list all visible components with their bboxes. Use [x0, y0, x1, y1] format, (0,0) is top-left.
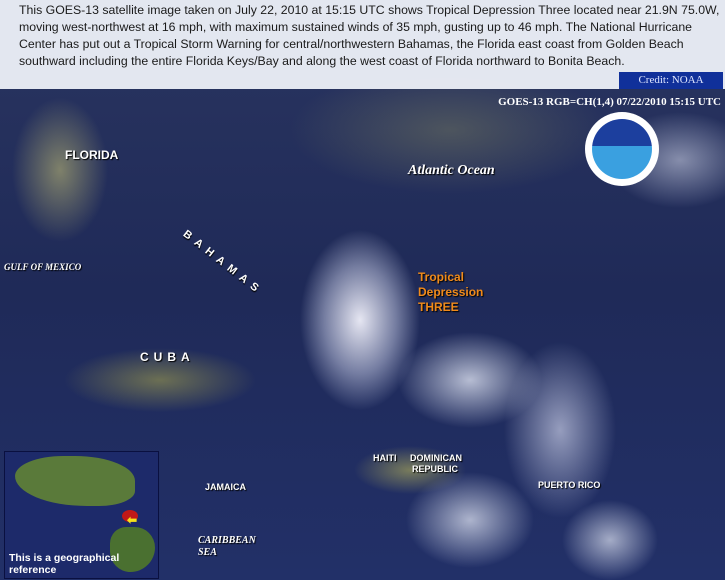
- storm-label: Tropical Depression THREE: [418, 270, 483, 315]
- storm-location-marker: [122, 510, 138, 522]
- label-gulf-of-mexico: GULF OF MEXICO: [4, 262, 82, 272]
- label-jamaica: JAMAICA: [205, 482, 247, 492]
- label-dominican-republic: DOMINICAN REPUBLIC: [410, 453, 462, 475]
- label-puerto-rico: PUERTO RICO: [538, 480, 601, 490]
- product-label: GOES-13 RGB=CH(1,4) 07/22/2010 15:15 UTC: [498, 96, 721, 108]
- label-haiti: HAITI: [373, 453, 397, 463]
- label-caribbean-sea: CARIBBEAN SEA: [198, 535, 256, 559]
- label-cuba: CUBA: [140, 350, 195, 364]
- credit-label: Credit: NOAA: [619, 72, 723, 89]
- reference-inset-map: ⬅ This is a geographical reference: [4, 451, 159, 579]
- storm-label-line1: Tropical: [418, 270, 465, 284]
- inset-caption: This is a geographical reference: [9, 552, 120, 576]
- storm-label-line2: Depression: [418, 285, 484, 299]
- caption-text: This GOES-13 satellite image taken on Ju…: [19, 3, 720, 68]
- storm-label-line3: THREE: [418, 300, 459, 314]
- label-caribbean-line2: SEA: [198, 547, 217, 558]
- arrow-icon: ⬅: [127, 513, 138, 527]
- label-caribbean-line1: CARIBBEAN: [198, 535, 256, 546]
- label-dominican-line1: DOMINICAN: [410, 453, 462, 463]
- noaa-logo-icon: [585, 112, 659, 186]
- label-dominican-line2: REPUBLIC: [412, 464, 459, 474]
- south-america-shape: [110, 527, 155, 572]
- caption-box: This GOES-13 satellite image taken on Ju…: [0, 0, 725, 89]
- north-america-shape: [15, 456, 135, 506]
- label-atlantic-ocean: Atlantic Ocean: [408, 163, 495, 178]
- label-florida: FLORIDA: [65, 148, 119, 162]
